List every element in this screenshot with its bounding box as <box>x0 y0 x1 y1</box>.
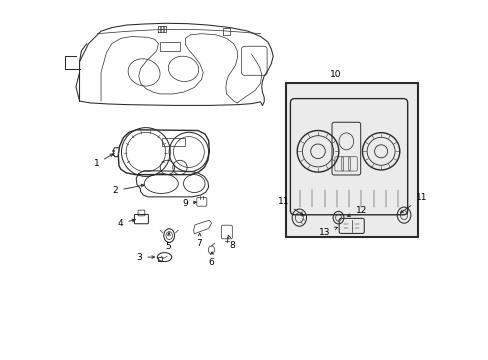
Text: 13: 13 <box>319 227 337 237</box>
Text: 11: 11 <box>400 193 427 213</box>
Text: 5: 5 <box>165 233 171 251</box>
Text: 4: 4 <box>118 219 135 228</box>
Bar <box>160 42 180 51</box>
Bar <box>285 83 417 237</box>
Text: 6: 6 <box>208 252 214 267</box>
Text: 1: 1 <box>93 154 113 168</box>
Text: 3: 3 <box>136 253 154 262</box>
Text: 8: 8 <box>227 235 235 250</box>
Text: 12: 12 <box>346 206 366 216</box>
Bar <box>158 257 162 261</box>
Text: 10: 10 <box>329 70 341 79</box>
Text: 7: 7 <box>196 233 202 248</box>
Text: 9: 9 <box>182 199 196 208</box>
Text: 2: 2 <box>112 184 143 195</box>
Text: 11: 11 <box>277 197 303 216</box>
Bar <box>162 138 185 146</box>
